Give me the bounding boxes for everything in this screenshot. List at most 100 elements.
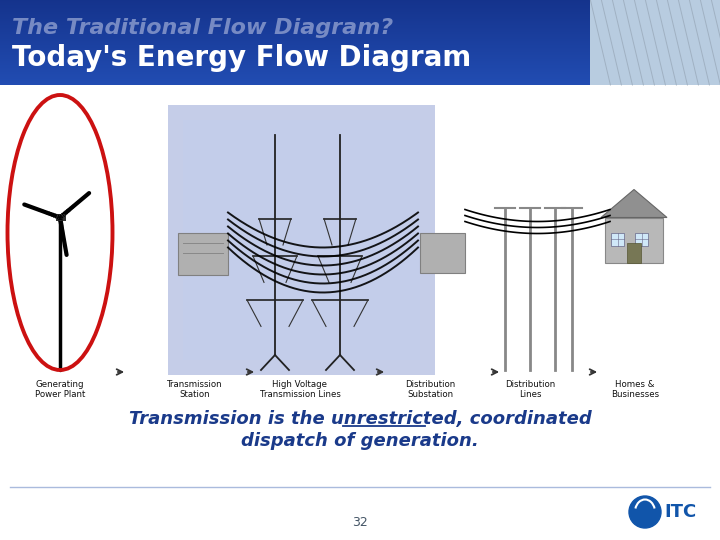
Bar [0, 10, 590, 11]
Text: dispatch of generation.: dispatch of generation. [241, 432, 479, 450]
Bar [0, 41, 590, 42]
Bar [0, 0, 590, 1]
Bar [0, 36, 590, 37]
Bar [0, 15, 590, 16]
Bar [0, 29, 590, 30]
Bar [0, 25, 590, 26]
Bar [0, 75, 590, 76]
Bar [0, 65, 590, 66]
Text: High Voltage
Transmission Lines: High Voltage Transmission Lines [260, 380, 341, 400]
Bar [0, 84, 590, 85]
Bar [0, 1, 590, 2]
Bar [0, 62, 590, 63]
Polygon shape [601, 190, 667, 218]
Bar [0, 56, 590, 57]
Bar [0, 82, 590, 83]
Bar [0, 47, 590, 48]
Bar [0, 40, 590, 41]
Bar [0, 76, 590, 77]
Bar [183, 120, 420, 360]
Bar [0, 30, 590, 31]
Bar [0, 72, 590, 73]
Bar [0, 71, 590, 72]
Bar [0, 54, 590, 55]
Bar [0, 19, 590, 20]
Bar [0, 77, 590, 78]
Bar [0, 63, 590, 64]
Bar [0, 67, 590, 68]
Bar [0, 43, 590, 44]
Bar [0, 12, 590, 13]
Bar [420, 233, 465, 273]
Bar [0, 13, 590, 14]
Text: Transmission
Station: Transmission Station [167, 380, 222, 400]
Bar [0, 53, 590, 54]
Text: Distribution
Lines: Distribution Lines [505, 380, 555, 400]
Bar [0, 58, 590, 59]
Bar [0, 57, 590, 58]
Text: Distribution
Substation: Distribution Substation [405, 380, 455, 400]
Bar [0, 27, 590, 28]
Bar [0, 16, 590, 17]
Bar [0, 8, 590, 9]
Bar [0, 42, 590, 43]
Bar [0, 18, 590, 19]
Bar [0, 485, 720, 540]
Bar [0, 33, 590, 34]
Bar [0, 38, 590, 39]
Text: Homes &
Businesses: Homes & Businesses [611, 380, 659, 400]
Bar [0, 34, 590, 35]
Bar [0, 64, 590, 65]
Bar [0, 24, 590, 25]
Text: Generating
Power Plant: Generating Power Plant [35, 380, 85, 400]
Bar [56, 213, 66, 220]
Bar [0, 11, 590, 12]
Bar [0, 78, 590, 79]
Bar [0, 35, 590, 36]
Bar [0, 49, 590, 50]
Bar [0, 79, 590, 80]
Bar [0, 52, 590, 53]
Bar [178, 233, 228, 274]
Bar [0, 83, 590, 84]
Bar [0, 37, 590, 38]
Bar [0, 31, 590, 32]
Circle shape [629, 496, 661, 528]
Bar [0, 85, 720, 485]
Bar [0, 81, 590, 82]
Bar [0, 32, 590, 33]
Bar [0, 4, 590, 5]
Bar [0, 21, 590, 22]
Bar [0, 14, 590, 15]
Bar [0, 26, 590, 27]
Bar [0, 51, 590, 52]
Bar [0, 7, 590, 8]
Bar [0, 23, 590, 24]
Bar [590, 0, 720, 85]
Text: 32: 32 [352, 516, 368, 529]
Bar [0, 68, 590, 69]
Bar [0, 39, 590, 40]
Text: The Traditional Flow Diagram?: The Traditional Flow Diagram? [12, 18, 393, 38]
Bar [168, 105, 435, 375]
Bar [0, 70, 590, 71]
Bar [0, 74, 590, 75]
Text: ITC: ITC [664, 503, 696, 521]
Text: Transmission is the unrestricted, coordinated: Transmission is the unrestricted, coordi… [129, 410, 591, 428]
Bar [0, 22, 590, 23]
Bar [0, 5, 590, 6]
Bar [0, 66, 590, 67]
Bar [0, 69, 590, 70]
Bar [611, 233, 624, 246]
Bar [0, 2, 590, 3]
Bar [0, 3, 590, 4]
Bar [0, 60, 590, 61]
Bar [0, 9, 590, 10]
Bar [0, 48, 590, 49]
Bar [0, 17, 590, 18]
Bar [0, 59, 590, 60]
Bar [0, 45, 590, 46]
Bar [0, 46, 590, 47]
Bar [0, 61, 590, 62]
Bar [0, 44, 590, 45]
